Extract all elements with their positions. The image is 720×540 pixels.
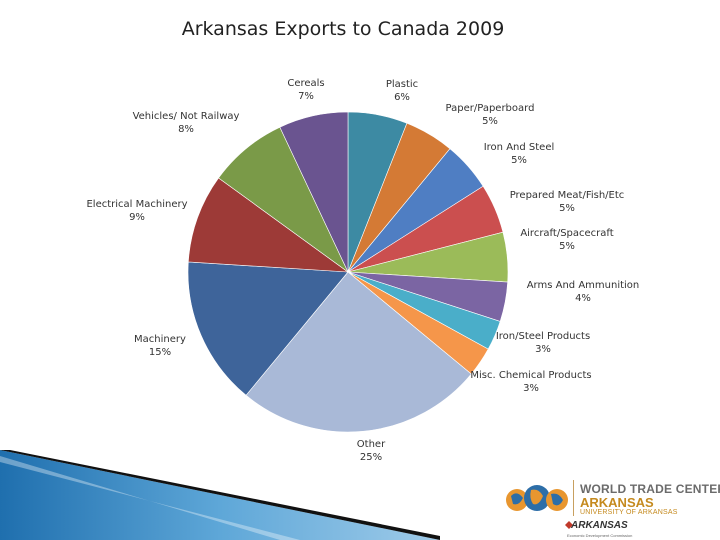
slice-label-electrical-machinery: Electrical Machinery 9% bbox=[86, 199, 187, 223]
pie-slice-electrical-machinery bbox=[188, 177, 350, 273]
slice-percent: 4% bbox=[575, 293, 591, 304]
slice-name: Iron And Steel bbox=[484, 142, 555, 153]
slice-name: Paper/Paperboard bbox=[446, 103, 535, 114]
slice-label-cereals: Cereals 7% bbox=[287, 78, 324, 102]
wtc-name-line3: UNIVERSITY OF ARKANSAS bbox=[580, 509, 678, 516]
slice-name: Plastic bbox=[386, 79, 418, 90]
slice-label-prepared-meat-fish-etc: Prepared Meat/Fish/Etc 5% bbox=[510, 190, 625, 214]
slice-label-machinery: Machinery 15% bbox=[134, 334, 186, 358]
wtc-logo: WORLD TRADE CENTER ARKANSAS UNIVERSITY O… bbox=[505, 478, 720, 540]
pie-slice-cereals bbox=[279, 111, 349, 273]
slice-percent: 9% bbox=[129, 212, 145, 223]
slice-percent: 15% bbox=[149, 347, 171, 358]
slice-name: Machinery bbox=[134, 334, 186, 345]
wtc-name-line2: ARKANSAS bbox=[580, 495, 654, 510]
slice-percent: 3% bbox=[535, 344, 551, 355]
slice-label-paper-paperboard: Paper/Paperboard 5% bbox=[446, 103, 535, 127]
pie-slice-machinery bbox=[187, 261, 349, 396]
slice-label-arms-and-ammunition: Arms And Ammunition 4% bbox=[527, 280, 640, 304]
footer-decor-band bbox=[0, 450, 440, 540]
slice-percent: 5% bbox=[559, 241, 575, 252]
slice-percent: 25% bbox=[360, 452, 382, 463]
slice-percent: 6% bbox=[394, 92, 410, 103]
logo-divider bbox=[573, 480, 574, 516]
pie-slices bbox=[187, 111, 509, 433]
slice-percent: 7% bbox=[298, 91, 314, 102]
slice-name: Electrical Machinery bbox=[86, 199, 187, 210]
slice-percent: 8% bbox=[178, 124, 194, 135]
slice-label-vehicles-not-railway: Vehicles/ Not Railway 8% bbox=[133, 111, 240, 135]
wtc-name-line1: WORLD TRADE CENTER bbox=[580, 482, 720, 496]
arkansas-logo-text: ARKANSAS bbox=[571, 520, 628, 531]
slice-label-iron-steel-products: Iron/Steel Products 3% bbox=[496, 331, 590, 355]
pie-slice-other bbox=[245, 271, 472, 433]
slice-name: Aircraft/Spacecraft bbox=[520, 228, 613, 239]
slice-name: Misc. Chemical Products bbox=[470, 370, 591, 381]
slice-percent: 5% bbox=[482, 116, 498, 127]
slice-name: Vehicles/ Not Railway bbox=[133, 111, 240, 122]
globe-logo-icon bbox=[506, 485, 568, 511]
black-band-stroke bbox=[0, 450, 440, 540]
chart-title: Arkansas Exports to Canada 2009 bbox=[181, 18, 505, 40]
slice-name: Arms And Ammunition bbox=[527, 280, 640, 291]
slice-label-misc-chemical-products: Misc. Chemical Products 3% bbox=[470, 370, 591, 394]
slice-name: Iron/Steel Products bbox=[496, 331, 590, 342]
slice-label-iron-and-steel: Iron And Steel 5% bbox=[484, 142, 555, 166]
slice-name: Cereals bbox=[287, 78, 324, 89]
pie-labels: Plastic 6%Paper/Paperboard 5%Iron And Stee… bbox=[86, 78, 639, 463]
slice-label-aircraft-spacecraft: Aircraft/Spacecraft 5% bbox=[520, 228, 613, 252]
slice-label-plastic: Plastic 6% bbox=[386, 79, 418, 103]
arkansas-mark-icon bbox=[565, 521, 573, 529]
slice-label-other: Other 25% bbox=[357, 439, 386, 463]
slice-name: Other bbox=[357, 439, 386, 450]
slice-percent: 3% bbox=[523, 383, 539, 394]
arkansas-tagline: Economic Development Commission bbox=[567, 533, 633, 538]
slice-name: Prepared Meat/Fish/Etc bbox=[510, 190, 625, 201]
slice-percent: 5% bbox=[511, 155, 527, 166]
slice-percent: 5% bbox=[559, 203, 575, 214]
